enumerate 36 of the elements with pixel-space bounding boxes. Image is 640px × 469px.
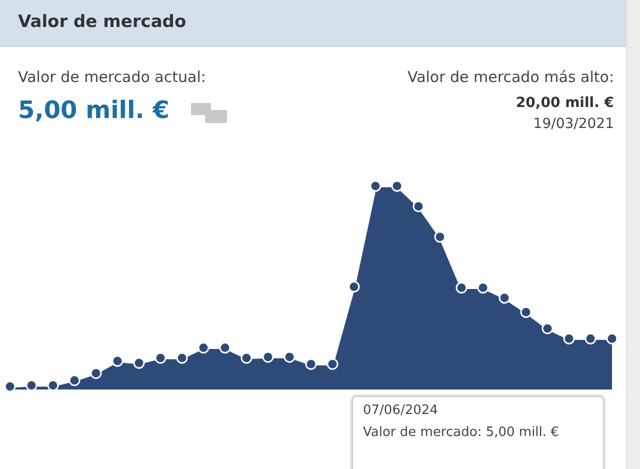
point — [456, 282, 468, 294]
point — [176, 352, 188, 364]
point — [520, 306, 532, 318]
text: Valor de mercado más alto: — [407, 68, 614, 86]
text: 07/06/2024 — [363, 403, 438, 418]
point — [434, 231, 446, 243]
point — [370, 180, 382, 192]
point — [219, 342, 231, 354]
point — [262, 351, 274, 363]
point — [391, 180, 403, 192]
text: 20,00 mill. € — [516, 95, 614, 111]
point — [606, 332, 618, 344]
text: Valor de mercado: 5,00 mill. € — [363, 425, 559, 440]
point — [198, 342, 210, 354]
point — [4, 380, 16, 392]
point — [68, 374, 80, 386]
chart-title: Valor de mercado — [18, 12, 186, 32]
point — [305, 358, 317, 370]
point — [26, 380, 38, 392]
text: 19/03/2021 — [533, 116, 614, 132]
point — [348, 280, 360, 292]
point — [240, 352, 252, 364]
point — [154, 352, 166, 364]
point — [412, 200, 424, 212]
point — [584, 332, 596, 344]
text: Valor de mercado actual: — [18, 68, 206, 86]
point — [477, 282, 489, 294]
point — [133, 357, 145, 369]
point — [498, 292, 510, 304]
point — [284, 351, 296, 363]
point — [47, 380, 59, 392]
point — [542, 322, 554, 334]
point — [112, 355, 124, 367]
point — [563, 332, 575, 344]
text: 5,00 mill. € — [18, 96, 170, 124]
point — [326, 358, 338, 370]
